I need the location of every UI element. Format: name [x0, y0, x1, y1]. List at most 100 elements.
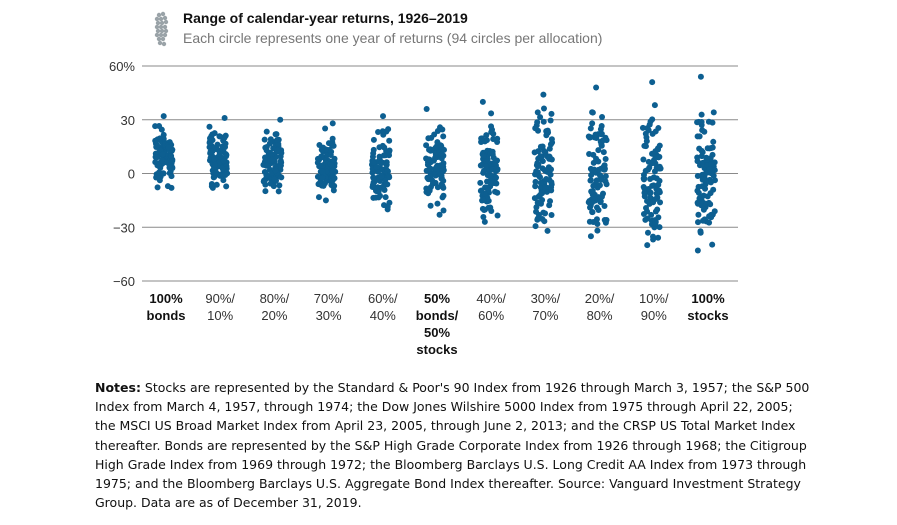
chart-subtitle: Each circle represents one year of retur…: [183, 30, 603, 46]
return-dot: [272, 167, 279, 174]
return-dot: [264, 162, 271, 169]
return-dot: [437, 171, 444, 178]
return-dot: [373, 164, 380, 171]
category-label: 80%/: [260, 291, 290, 306]
return-dot: [386, 137, 393, 144]
return-dot: [220, 177, 227, 184]
return-dot: [656, 187, 663, 194]
return-dot: [378, 160, 385, 167]
return-dot: [704, 193, 711, 200]
return-dot: [644, 198, 651, 205]
return-dot: [655, 234, 662, 241]
return-dot: [640, 211, 647, 218]
return-dot: [534, 119, 541, 126]
return-dot: [548, 187, 555, 194]
return-dot: [706, 219, 713, 226]
return-dot: [223, 183, 230, 190]
return-dot: [494, 212, 501, 219]
return-dot: [588, 188, 595, 195]
return-dot: [642, 130, 649, 137]
return-dot: [220, 158, 227, 165]
category-label: 70%/: [314, 291, 344, 306]
return-dot: [261, 136, 268, 143]
return-dot: [548, 179, 555, 186]
return-dot: [699, 127, 706, 134]
y-tick-label: 30: [121, 113, 135, 128]
return-dot: [595, 166, 602, 173]
return-dot: [599, 114, 606, 121]
return-dot: [271, 176, 278, 183]
return-dot: [318, 146, 325, 153]
y-tick-label: 60%: [109, 59, 135, 74]
return-dot: [276, 182, 283, 189]
return-dot: [542, 184, 549, 191]
return-dot: [272, 131, 279, 138]
return-dot: [168, 152, 175, 159]
return-dot: [488, 110, 495, 117]
return-dot: [589, 120, 596, 127]
return-dot: [537, 114, 544, 121]
return-dot: [533, 208, 540, 215]
return-dot: [652, 196, 659, 203]
return-dot: [650, 236, 657, 243]
return-dot: [159, 157, 166, 164]
return-dot: [269, 151, 276, 158]
return-dot: [155, 175, 162, 182]
return-dot: [381, 202, 388, 209]
return-dot: [318, 153, 325, 160]
return-dot: [434, 139, 441, 146]
return-dot: [598, 131, 605, 138]
category-label: 60%: [478, 308, 504, 323]
return-dot: [548, 136, 555, 143]
return-dot: [600, 137, 607, 144]
return-dot: [644, 229, 651, 236]
return-dot: [260, 178, 267, 185]
return-dot: [601, 166, 608, 173]
return-dot: [484, 178, 491, 185]
return-dot: [479, 98, 486, 105]
return-dot: [159, 151, 166, 158]
return-dot: [652, 208, 659, 215]
return-dot: [154, 184, 161, 191]
category-label: 90%/: [205, 291, 235, 306]
category-label: 80%: [587, 308, 613, 323]
return-dot: [589, 209, 596, 216]
return-dot: [160, 113, 167, 120]
return-dot: [647, 118, 654, 125]
return-dot: [386, 174, 393, 181]
return-dot: [710, 138, 717, 145]
category-label: 40%: [370, 308, 396, 323]
category-label: 90%: [641, 308, 667, 323]
return-dot: [478, 187, 485, 194]
return-dot: [601, 162, 608, 169]
return-dot: [695, 189, 702, 196]
return-dot: [483, 163, 490, 170]
return-dot: [649, 79, 656, 86]
return-dot: [709, 119, 716, 126]
category-label: 10%: [207, 308, 233, 323]
return-dot: [531, 195, 538, 202]
return-dot: [434, 200, 441, 207]
return-dot: [216, 151, 223, 158]
return-dot: [541, 218, 548, 225]
legend-dots-icon: [154, 11, 169, 47]
return-dot: [651, 102, 658, 109]
return-dot: [539, 165, 546, 172]
return-dot: [547, 117, 554, 124]
return-dot: [477, 179, 484, 186]
return-dot: [371, 175, 378, 182]
return-dot: [601, 216, 608, 223]
category-label: 40%/: [476, 291, 506, 306]
return-dot: [592, 131, 599, 138]
return-dot: [330, 142, 337, 149]
return-dot: [488, 208, 495, 215]
return-dot: [152, 123, 159, 130]
return-dot: [596, 171, 603, 178]
notes-label: Notes:: [95, 380, 141, 395]
category-label: 50%: [424, 291, 450, 306]
return-dot: [169, 158, 176, 165]
return-dot: [700, 206, 707, 213]
return-dot: [321, 180, 328, 187]
return-dot: [708, 161, 715, 168]
return-dot: [156, 135, 163, 142]
